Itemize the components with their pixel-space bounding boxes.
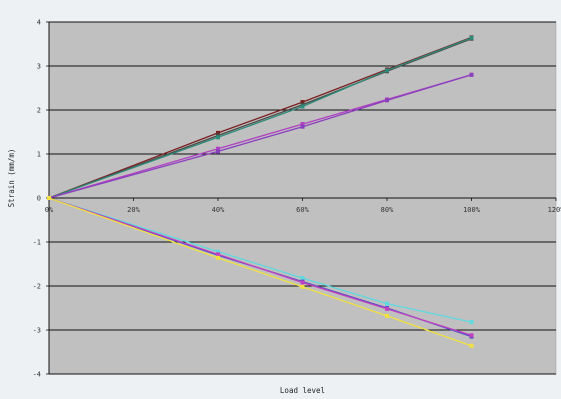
y-tick-label: -4 (33, 371, 41, 379)
y-tick-label: 3 (37, 63, 41, 71)
data-point (216, 130, 220, 135)
x-tick-label: 80% (381, 206, 394, 214)
data-point (469, 333, 474, 338)
x-tick-label: 40% (212, 206, 225, 214)
data-point (216, 249, 220, 254)
data-point (47, 196, 51, 200)
data-point (216, 146, 220, 151)
data-point (469, 320, 474, 325)
x-tick-label: 60% (296, 206, 309, 214)
data-point (469, 72, 474, 77)
y-tick-label: 0 (37, 195, 41, 203)
x-tick-label: 120% (548, 206, 561, 214)
data-point (300, 124, 305, 129)
data-point (385, 98, 389, 103)
y-tick-label: 4 (37, 19, 41, 27)
x-axis-label: Load level (280, 386, 325, 395)
data-point (300, 122, 305, 127)
x-tick-label: 20% (127, 206, 140, 214)
series-lines (47, 35, 474, 348)
data-point (300, 104, 305, 109)
y-tick-label: 1 (37, 151, 41, 159)
data-point (469, 343, 474, 348)
data-point (385, 68, 389, 73)
gridlines (49, 21, 556, 375)
data-point (216, 255, 220, 260)
data-point (216, 135, 220, 140)
data-point (216, 149, 220, 154)
data-point (300, 284, 305, 289)
y-axis-label: Strain (mm/m) (7, 149, 16, 208)
y-tick-label: -1 (33, 239, 41, 247)
y-tick-label: -2 (33, 283, 41, 291)
data-point (300, 276, 305, 281)
data-point (300, 100, 305, 105)
y-tick-label: -3 (33, 327, 41, 335)
tick-labels: 0% 20% 40% 60% 80% 100% 120% 4 3 2 1 0 -1 -2 -3 -4 (33, 19, 561, 379)
x-tick-label: 100% (463, 206, 481, 214)
data-point (385, 301, 389, 306)
data-point (469, 35, 474, 40)
data-point (300, 280, 305, 285)
x-tick-label: 0% (45, 206, 54, 214)
y-tick-label: 2 (37, 107, 41, 115)
data-point (385, 313, 389, 318)
data-point (216, 252, 220, 257)
data-point (385, 306, 389, 311)
